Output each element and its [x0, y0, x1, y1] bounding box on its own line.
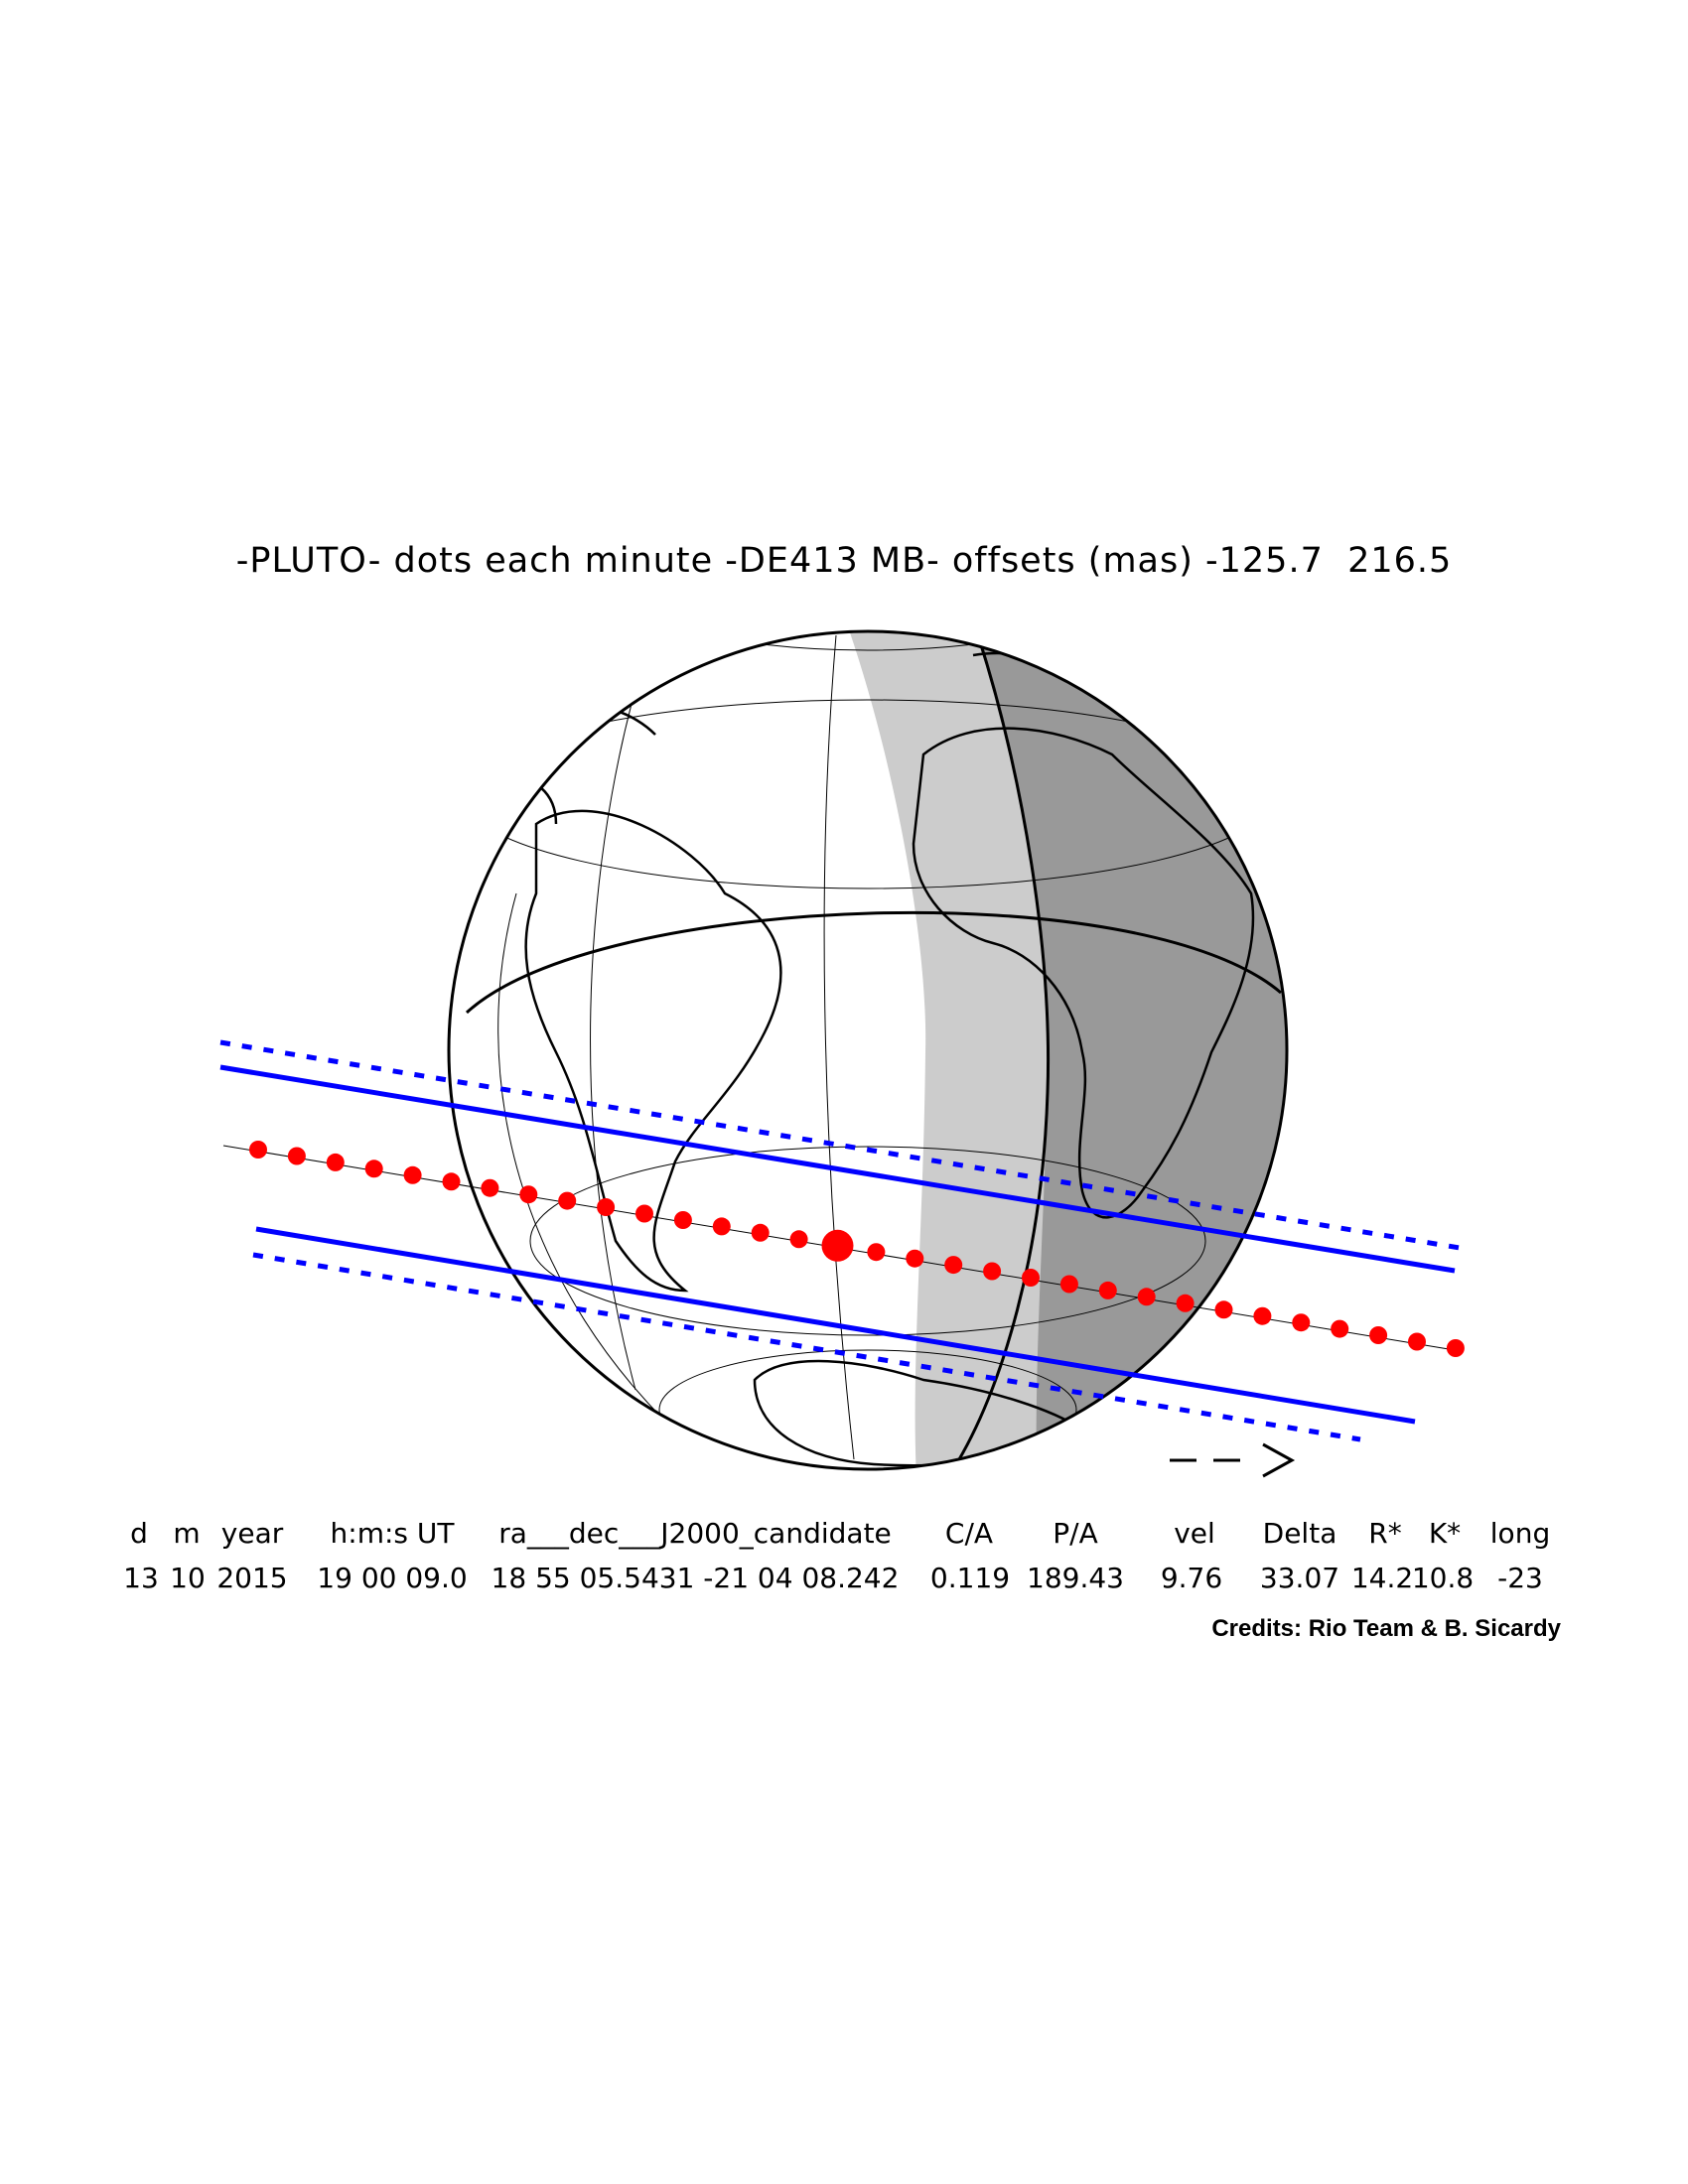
header-vel: vel — [1174, 1517, 1215, 1550]
table-header-row: d m year h:m:s UT ra___dec___J2000_candi… — [99, 1517, 1589, 1557]
africa-outline — [912, 727, 1255, 1219]
credits: Credits: Rio Team & B. Sicardy — [1211, 1615, 1561, 1642]
centerline-dots — [249, 1141, 1465, 1357]
centerline-dot — [635, 1204, 653, 1223]
value-pa: 189.43 — [1027, 1562, 1124, 1594]
centerline-dot — [944, 1256, 963, 1275]
value-coordinates: 18 55 05.5431 -21 04 08.242 — [491, 1562, 900, 1594]
header-coordinates: ra___dec___J2000_candidate — [498, 1517, 892, 1550]
value-r: 14.2 — [1350, 1562, 1414, 1594]
centerline-dot — [597, 1198, 616, 1216]
header-ca: C/A — [944, 1517, 994, 1550]
centerline-dot — [558, 1191, 577, 1210]
centerline-dot — [1098, 1281, 1117, 1299]
centerline-dot — [867, 1243, 886, 1262]
header-delta: Delta — [1262, 1517, 1337, 1550]
header-year: year — [220, 1517, 284, 1550]
centerline-dot — [751, 1223, 770, 1242]
value-delta: 33.07 — [1259, 1562, 1340, 1594]
centerline-dot — [1022, 1269, 1040, 1287]
header-time: h:m:s UT — [330, 1517, 455, 1550]
north-limit — [219, 1064, 1456, 1274]
header-pa: P/A — [1053, 1517, 1098, 1550]
value-ca: 0.119 — [929, 1562, 1011, 1594]
header-m: m — [173, 1517, 201, 1550]
centerline-dot — [287, 1147, 306, 1165]
centerline-dot — [789, 1230, 808, 1249]
centerline-dot — [1137, 1288, 1156, 1306]
value-time: 19 00 09.0 — [317, 1562, 468, 1594]
centerline-dot — [481, 1178, 499, 1197]
south-america-outline — [524, 809, 782, 1293]
centerline-dot — [1253, 1306, 1272, 1325]
value-long: -23 — [1497, 1562, 1543, 1594]
centerline-dot — [1446, 1339, 1465, 1357]
centerline-dot — [249, 1141, 267, 1159]
centerline-dot — [1369, 1326, 1388, 1344]
centerline-dot — [1292, 1313, 1311, 1332]
centerline-dot — [1408, 1332, 1426, 1351]
plot-title: -PLUTO- dots each minute -DE413 MB- offs… — [235, 541, 1453, 581]
value-m: 10 — [170, 1562, 206, 1594]
centerline-dot — [673, 1211, 692, 1229]
centerline-dot — [403, 1165, 422, 1184]
globe — [447, 629, 1289, 1471]
value-d: 13 — [123, 1562, 159, 1594]
closest-approach-dot — [821, 1229, 854, 1262]
header-r: R* — [1368, 1517, 1402, 1550]
centerline-dot — [1331, 1319, 1349, 1338]
value-vel: 9.76 — [1160, 1562, 1223, 1594]
header-d: d — [130, 1517, 148, 1550]
centerline-dot — [1214, 1300, 1233, 1319]
south-limit — [255, 1226, 1416, 1425]
centerline-dot — [1176, 1294, 1195, 1312]
value-year: 2015 — [216, 1562, 288, 1594]
value-k: 10.8 — [1411, 1562, 1475, 1594]
header-k: K* — [1428, 1517, 1462, 1550]
centerline-dot — [712, 1217, 731, 1236]
centerline-dot — [326, 1153, 345, 1171]
centerline-dot — [442, 1172, 461, 1191]
centerline-dot — [364, 1160, 383, 1178]
centerline-dot — [1059, 1275, 1078, 1294]
centerline-dot — [906, 1249, 924, 1268]
centerline-dot — [983, 1262, 1002, 1281]
direction-arrow — [1170, 1442, 1296, 1478]
table-value-row: 13 10 2015 19 00 09.0 18 55 05.5431 -21 … — [99, 1562, 1589, 1601]
header-long: long — [1489, 1517, 1551, 1550]
centerline-dot — [519, 1185, 538, 1204]
